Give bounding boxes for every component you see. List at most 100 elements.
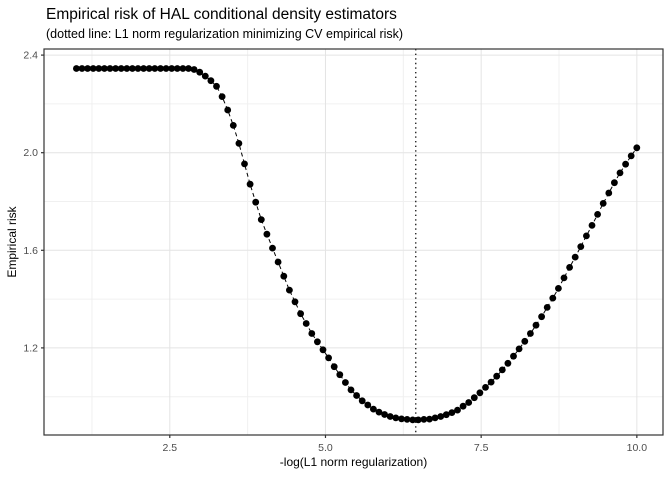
data-point (448, 409, 456, 416)
data-point (252, 198, 260, 206)
data-point (510, 352, 517, 360)
data-point (280, 272, 288, 280)
panel-border (43, 48, 664, 436)
y-tick-label: 2.4 (23, 50, 38, 62)
data-point (599, 200, 607, 207)
data-point (168, 65, 176, 72)
data-point (101, 65, 108, 72)
data-point (375, 408, 383, 416)
data-point (297, 310, 304, 318)
data-point (224, 106, 232, 114)
data-point (353, 392, 360, 399)
data-point (616, 169, 624, 177)
data-point (498, 366, 506, 374)
x-axis-title: -log(L1 norm regularization) (279, 455, 428, 469)
data-point (173, 65, 181, 72)
data-point (611, 179, 618, 187)
data-point (392, 414, 400, 422)
data-point (330, 363, 338, 371)
data-point (566, 264, 573, 271)
data-point (213, 82, 220, 90)
data-point (515, 345, 523, 353)
data-point (314, 338, 321, 346)
x-tick-label: 2.5 (162, 442, 177, 454)
data-point (308, 330, 316, 337)
data-point (84, 65, 91, 72)
x-tick-label: 5.0 (318, 442, 333, 454)
y-tick-label: 1.2 (23, 342, 38, 354)
data-point (185, 65, 192, 72)
data-point (134, 65, 142, 72)
data-point (437, 413, 445, 420)
data-point (409, 416, 417, 424)
data-point (543, 304, 551, 311)
data-point (538, 313, 545, 321)
data-point (583, 232, 590, 240)
x-tick-label: 10.0 (627, 442, 648, 454)
data-point (476, 389, 484, 397)
data-point (527, 330, 534, 337)
data-point (140, 65, 148, 72)
data-point (190, 66, 198, 73)
data-point (241, 160, 248, 168)
x-tick-label: 7.5 (474, 442, 489, 454)
data-point (342, 379, 349, 386)
data-point (129, 65, 136, 72)
data-point (257, 216, 265, 224)
data-point (633, 144, 641, 152)
data-point (302, 320, 310, 327)
data-point (386, 413, 394, 420)
data-point (229, 122, 237, 129)
data-point (286, 286, 293, 294)
data-point (549, 294, 557, 302)
data-point (571, 253, 579, 261)
data-point (218, 93, 226, 100)
data-point (398, 415, 405, 423)
y-tick-label: 2.0 (23, 147, 38, 159)
data-point (89, 65, 97, 72)
data-point (358, 397, 366, 405)
data-point (532, 321, 540, 329)
data-point (560, 274, 568, 282)
data-point (622, 160, 629, 168)
data-point (521, 337, 529, 345)
data-point (123, 65, 131, 72)
data-point (493, 372, 501, 380)
data-point (470, 394, 478, 402)
data-point (605, 189, 613, 197)
data-point (482, 384, 489, 391)
data-point (454, 406, 461, 414)
data-point (336, 371, 344, 379)
data-point (291, 298, 299, 306)
data-point (594, 211, 601, 218)
data-point (162, 65, 170, 72)
data-point (442, 411, 450, 419)
data-point (78, 65, 86, 72)
data-point (207, 77, 215, 85)
data-point (179, 65, 187, 72)
data-point (325, 354, 332, 362)
data-point (269, 244, 276, 252)
chart-subtitle: (dotted line: L1 norm regularization min… (46, 27, 404, 41)
panel-background (44, 49, 663, 435)
data-point (555, 285, 562, 292)
data-point (627, 152, 635, 160)
data-point (504, 359, 512, 367)
data-point (196, 68, 204, 76)
data-point (588, 222, 596, 229)
data-point (414, 416, 422, 424)
data-point (370, 405, 377, 413)
chart-title: Empirical risk of HAL conditional densit… (46, 6, 397, 23)
data-point (319, 346, 327, 354)
y-tick-label: 1.6 (23, 245, 38, 257)
data-point (157, 65, 164, 72)
data-point (201, 72, 209, 80)
data-point (431, 414, 439, 422)
data-point (459, 402, 467, 410)
data-point (426, 415, 433, 423)
data-point (403, 416, 411, 423)
data-point (235, 140, 243, 147)
data-point (95, 65, 103, 72)
